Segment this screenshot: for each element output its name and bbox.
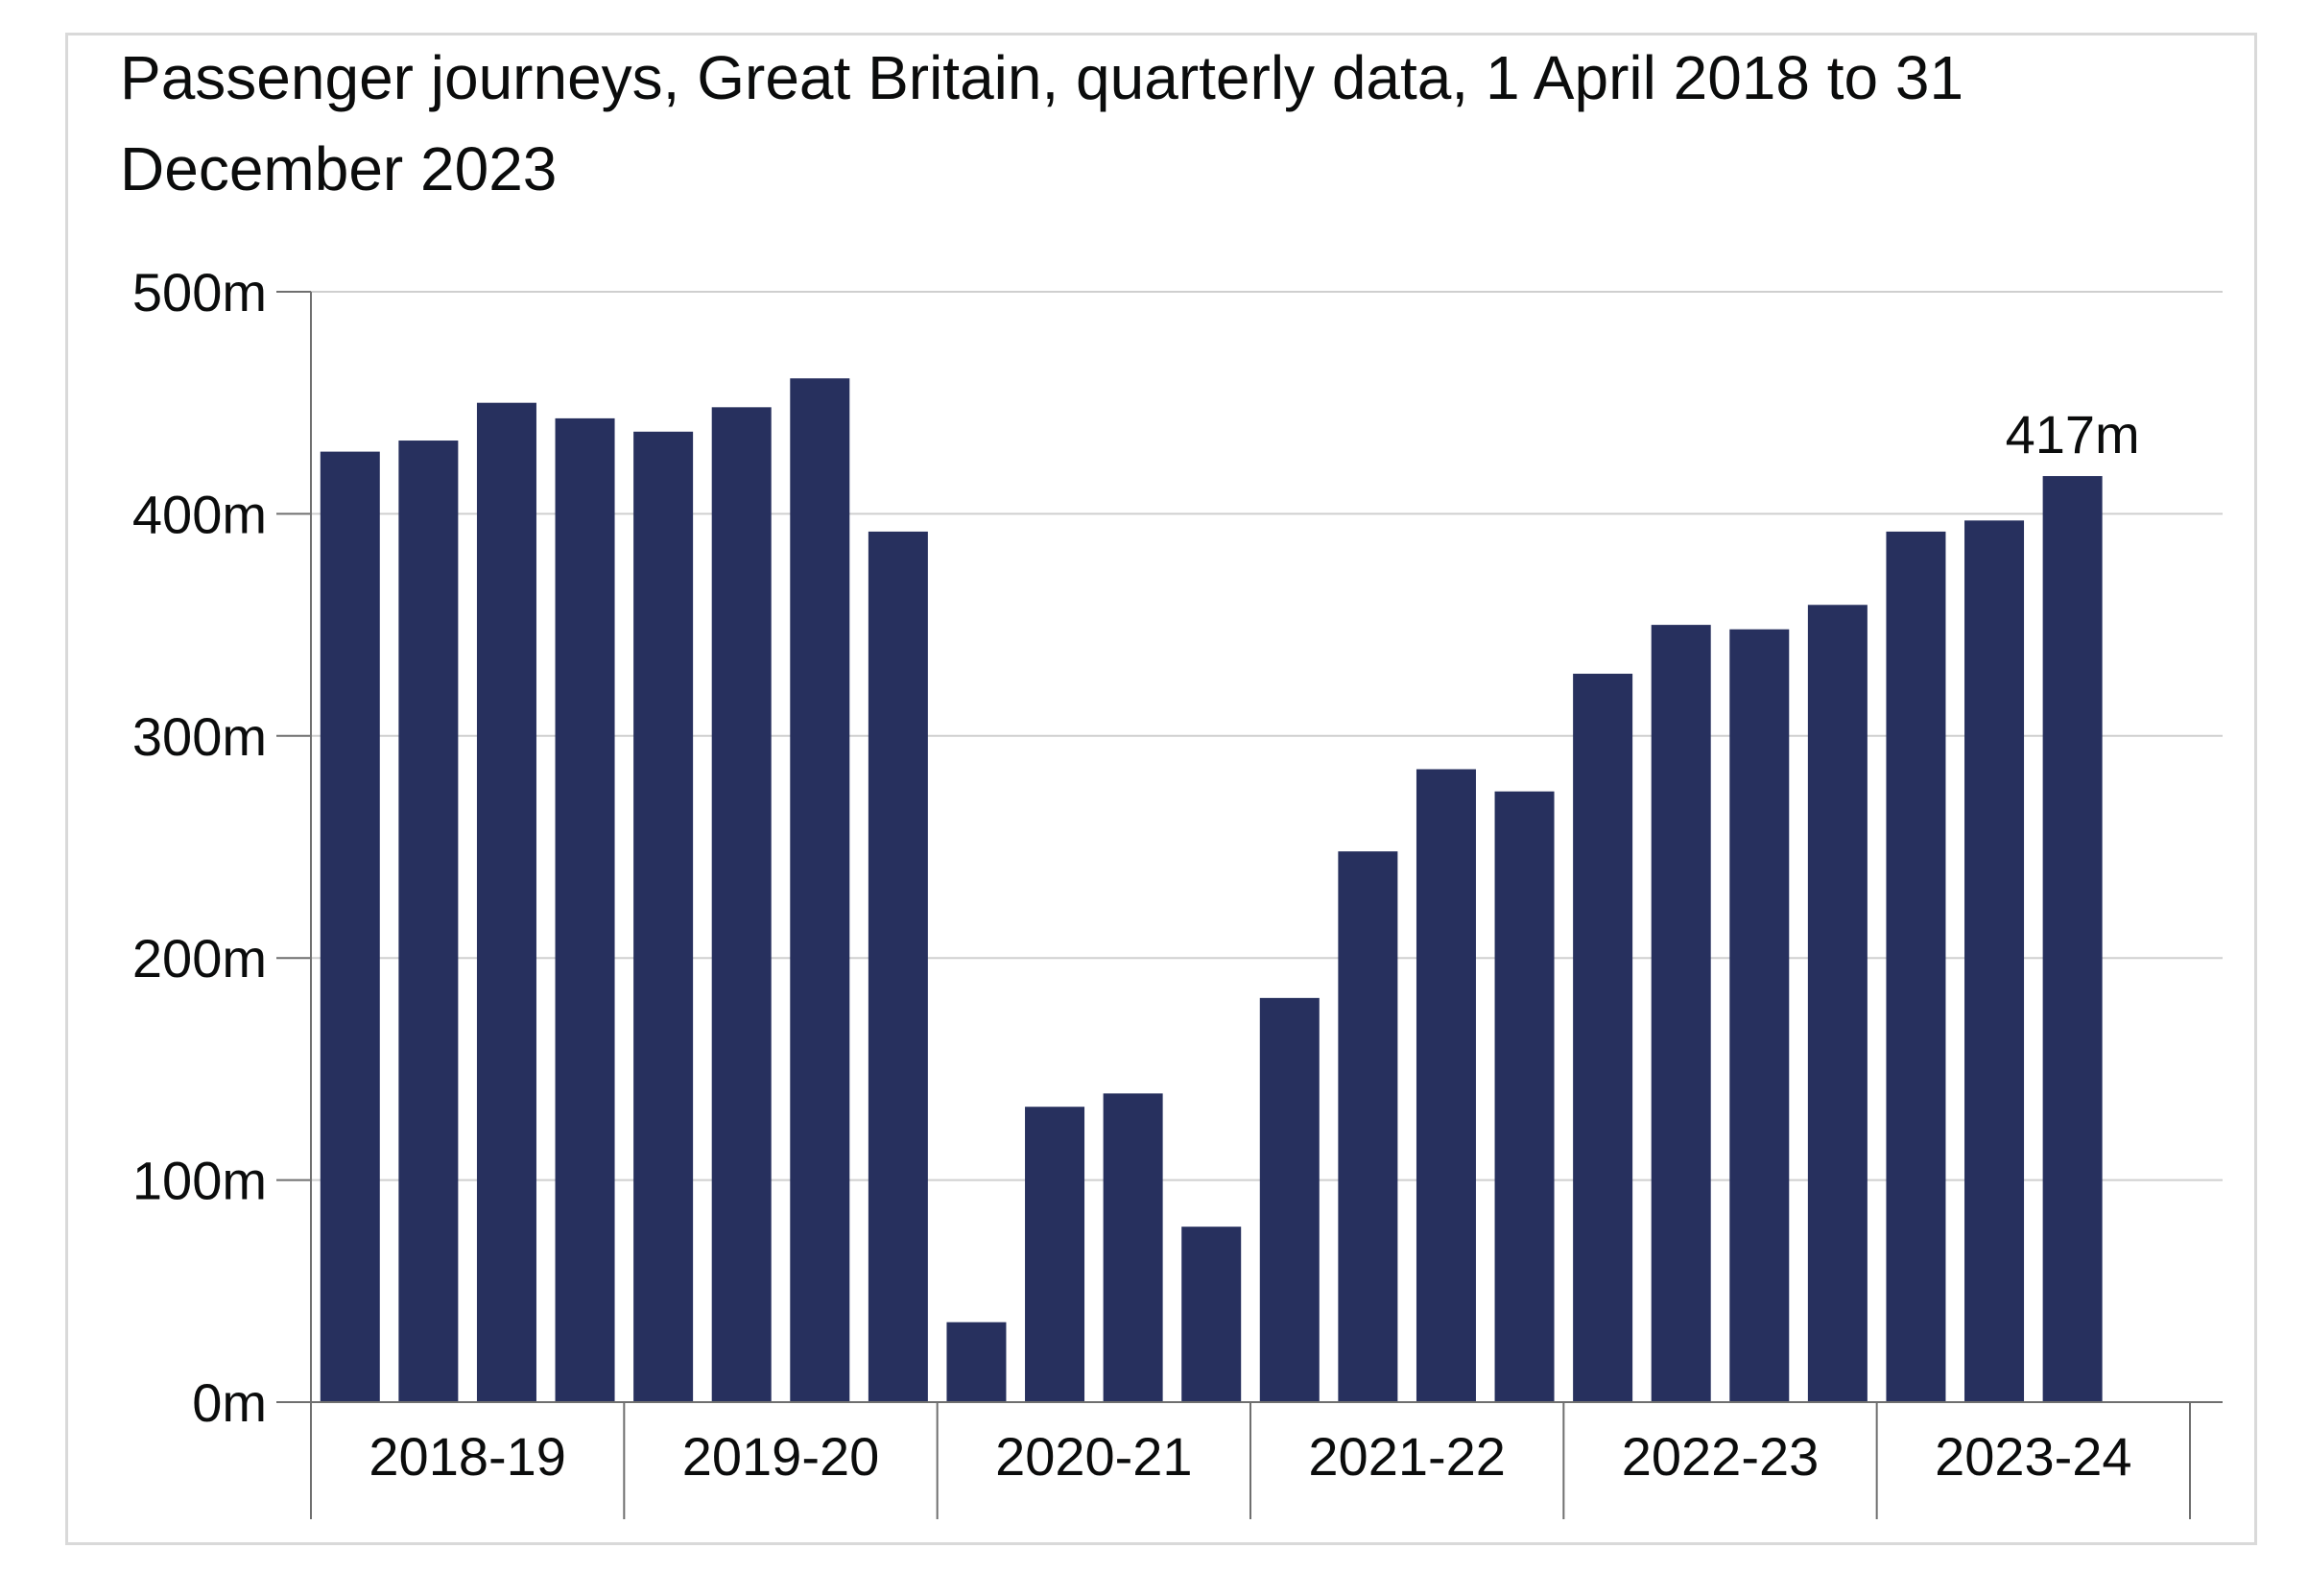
bars [320,378,2103,1403]
bar [1103,1093,1163,1402]
bar [476,402,536,1403]
y-tick-label: 300m [132,706,267,767]
bar [1494,791,1555,1402]
x-tick-label: 2023-24 [1935,1426,2132,1487]
bar [790,378,850,1403]
bar [633,431,694,1403]
y-tick-label: 500m [132,262,267,322]
x-tick-label: 2019-20 [682,1426,880,1487]
chart-title: Passenger journeys, Great Britain, quart… [120,43,1964,203]
bar [1886,531,1946,1402]
x-tick-label: 2018-19 [369,1426,566,1487]
bar [1416,769,1476,1402]
bar [1025,1107,1085,1402]
bar [1651,625,1711,1402]
bar [946,1322,1007,1402]
bar [398,441,459,1403]
bar [1181,1227,1242,1402]
labels: 0m 100m 200m 300m 400m 500m 2018-19 2019-20 2020… [132,262,2140,1487]
bar [1807,605,1868,1402]
x-tick-label: 2021-22 [1308,1426,1506,1487]
x-tick-label: 2022-23 [1622,1426,1820,1487]
bar [1729,629,1790,1402]
bar [320,451,380,1402]
bar [1573,674,1633,1402]
data-label: 417m [2006,404,2140,465]
axes [276,291,2223,1519]
bar [555,417,615,1403]
x-tick-label: 2020-21 [995,1426,1193,1487]
bar [1338,851,1398,1402]
bar [1964,520,2025,1402]
bar [868,531,928,1402]
bar [711,407,772,1402]
bar [1259,997,1320,1402]
y-tick-label: 100m [132,1151,267,1211]
y-tick-label: 0m [192,1372,267,1433]
bar [2042,476,2103,1402]
y-tick-label: 400m [132,484,267,544]
y-tick-label: 200m [132,928,267,989]
